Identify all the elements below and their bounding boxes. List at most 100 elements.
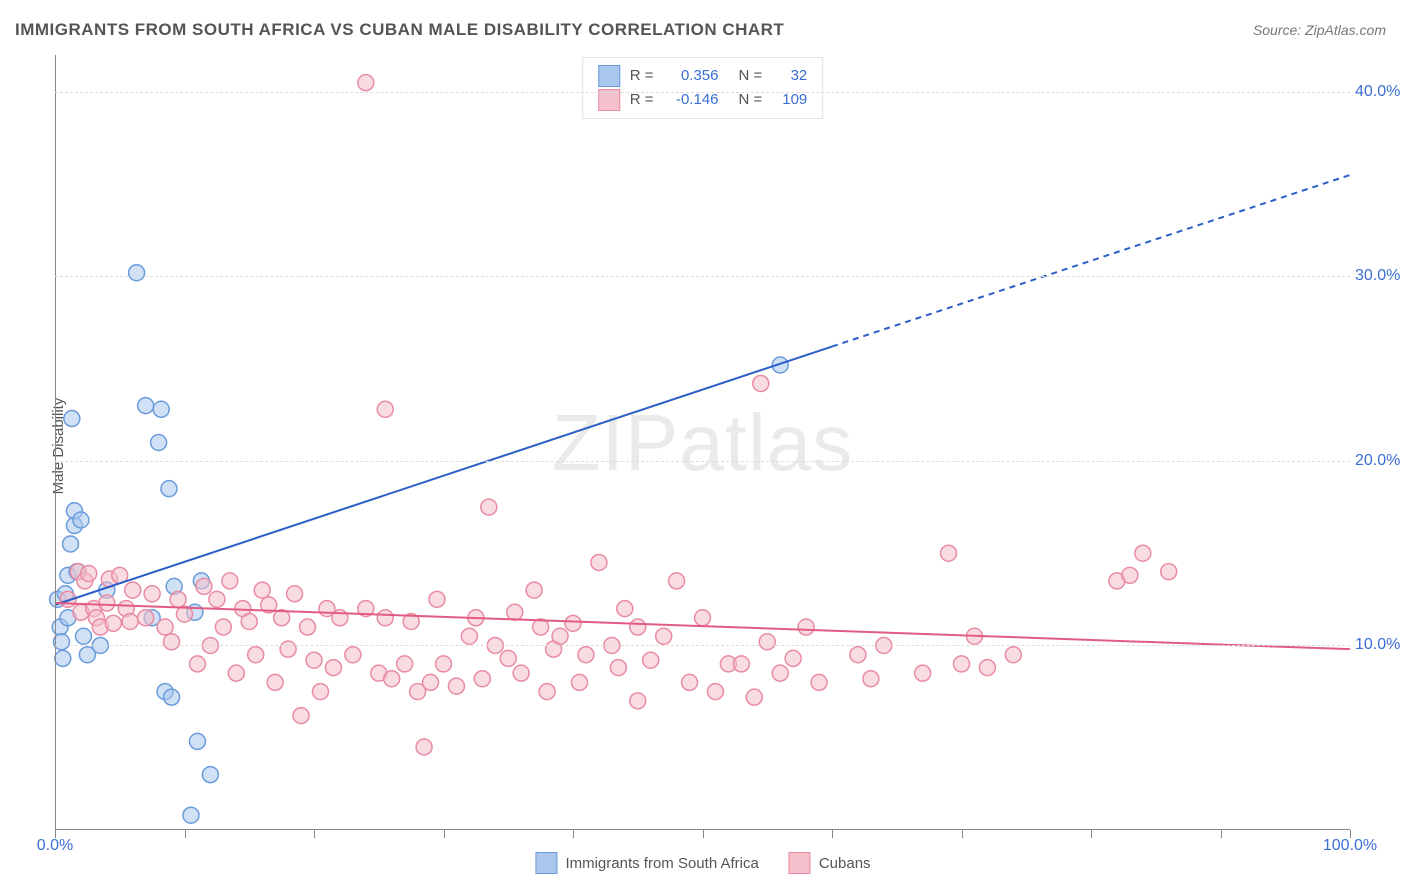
- data-point: [707, 684, 723, 700]
- data-point: [164, 634, 180, 650]
- xtick-mark: [185, 830, 186, 838]
- data-point: [55, 650, 71, 666]
- source-attribution: Source: ZipAtlas.com: [1253, 22, 1386, 38]
- data-point: [125, 582, 141, 598]
- data-point: [377, 401, 393, 417]
- xtick-mark: [1091, 830, 1092, 838]
- data-point: [630, 619, 646, 635]
- data-point: [578, 647, 594, 663]
- data-point: [571, 674, 587, 690]
- data-point: [161, 481, 177, 497]
- data-point: [183, 807, 199, 823]
- data-point: [287, 586, 303, 602]
- data-point: [241, 613, 257, 629]
- data-point: [189, 656, 205, 672]
- series-legend-item: Cubans: [789, 852, 871, 874]
- data-point: [157, 619, 173, 635]
- data-point: [306, 652, 322, 668]
- gridline: [55, 92, 1350, 93]
- data-point: [772, 665, 788, 681]
- data-point: [105, 615, 121, 631]
- correlation-legend: R =0.356N =32R =-0.146N =109: [582, 57, 824, 119]
- data-point: [151, 435, 167, 451]
- xtick-mark: [703, 830, 704, 838]
- data-point: [507, 604, 523, 620]
- y-axis-line: [55, 55, 56, 830]
- data-point: [811, 674, 827, 690]
- plot-area: ZIPatlas R =0.356N =32R =-0.146N =109 10…: [55, 55, 1350, 830]
- data-point: [630, 693, 646, 709]
- data-point: [138, 398, 154, 414]
- data-point: [1161, 564, 1177, 580]
- legend-n-label: N =: [739, 64, 763, 88]
- legend-r-value: 0.356: [664, 64, 719, 88]
- data-point: [785, 650, 801, 666]
- data-point: [753, 375, 769, 391]
- data-point: [954, 656, 970, 672]
- xtick-mark: [573, 830, 574, 838]
- series-legend-item: Immigrants from South Africa: [535, 852, 758, 874]
- data-point: [416, 739, 432, 755]
- trend-line: [55, 347, 832, 605]
- ytick-label: 30.0%: [1355, 267, 1405, 285]
- gridline: [55, 461, 1350, 462]
- data-point: [267, 674, 283, 690]
- data-point: [280, 641, 296, 657]
- data-point: [423, 674, 439, 690]
- data-point: [513, 665, 529, 681]
- data-point: [377, 610, 393, 626]
- xtick-label: 0.0%: [37, 837, 73, 855]
- gridline: [55, 276, 1350, 277]
- series-legend-label: Cubans: [819, 855, 871, 872]
- data-point: [617, 601, 633, 617]
- data-point: [539, 684, 555, 700]
- data-point: [733, 656, 749, 672]
- data-point: [682, 674, 698, 690]
- xtick-mark: [832, 830, 833, 838]
- data-point: [209, 591, 225, 607]
- data-point: [215, 619, 231, 635]
- data-point: [1122, 567, 1138, 583]
- data-point: [397, 656, 413, 672]
- data-point: [863, 671, 879, 687]
- xtick-label: 100.0%: [1323, 837, 1377, 855]
- data-point: [196, 578, 212, 594]
- legend-swatch: [598, 65, 620, 87]
- data-point: [81, 566, 97, 582]
- data-point: [384, 671, 400, 687]
- data-point: [312, 684, 328, 700]
- data-point: [189, 733, 205, 749]
- data-point: [325, 660, 341, 676]
- data-point: [915, 665, 931, 681]
- data-point: [526, 582, 542, 598]
- data-point: [138, 610, 154, 626]
- data-point: [63, 536, 79, 552]
- data-point: [345, 647, 361, 663]
- data-point: [144, 586, 160, 602]
- data-point: [850, 647, 866, 663]
- data-point: [979, 660, 995, 676]
- data-point: [293, 708, 309, 724]
- data-point: [448, 678, 464, 694]
- data-point: [461, 628, 477, 644]
- series-legend: Immigrants from South Africa Cubans: [535, 852, 870, 874]
- data-point: [153, 401, 169, 417]
- chart-title: IMMIGRANTS FROM SOUTH AFRICA VS CUBAN MA…: [15, 20, 784, 40]
- data-point: [64, 411, 80, 427]
- data-point: [500, 650, 516, 666]
- data-point: [164, 689, 180, 705]
- data-point: [170, 591, 186, 607]
- gridline: [55, 645, 1350, 646]
- legend-swatch: [789, 852, 811, 874]
- data-point: [300, 619, 316, 635]
- data-point: [669, 573, 685, 589]
- data-point: [73, 512, 89, 528]
- data-point: [436, 656, 452, 672]
- data-point: [1005, 647, 1021, 663]
- ytick-label: 20.0%: [1355, 452, 1405, 470]
- data-point: [129, 265, 145, 281]
- data-point: [746, 689, 762, 705]
- legend-n-value: 32: [772, 64, 807, 88]
- data-point: [610, 660, 626, 676]
- series-legend-label: Immigrants from South Africa: [565, 855, 758, 872]
